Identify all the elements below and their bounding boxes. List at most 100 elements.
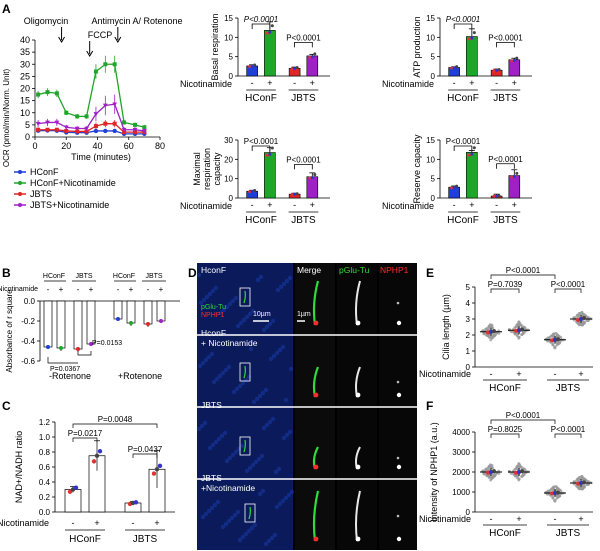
nucleus-blob (264, 422, 270, 428)
nucleus-blob (249, 525, 255, 531)
replicate-point (157, 463, 163, 469)
replicate-point (495, 68, 499, 72)
cell-point (516, 322, 519, 326)
nucleus-blob (256, 456, 262, 462)
nucleus-blob (263, 387, 269, 393)
replicate-point (452, 186, 456, 190)
treatment-sign: + (512, 200, 517, 210)
data-point (36, 92, 41, 97)
nicotinamide-label: Nicotinamide (419, 369, 471, 379)
cell-point (490, 477, 494, 481)
data-point (45, 90, 50, 95)
cell-point (514, 467, 518, 471)
nucleus-blob (237, 537, 243, 543)
group-label-hconf: HConF (69, 534, 101, 545)
nucleus-blob (286, 492, 292, 498)
panel-letter-F: F (426, 399, 433, 413)
replicate-mean (520, 469, 524, 474)
treatment-sign: + (267, 200, 272, 210)
data-point (112, 128, 117, 134)
cell-point (497, 331, 501, 335)
bar (56, 300, 66, 349)
sig-bracket (251, 23, 271, 29)
nucleus-blob (273, 469, 279, 475)
sig-label: P<0.0001 (506, 411, 541, 420)
replicate-point (270, 146, 274, 150)
nucleus-blob (267, 321, 273, 327)
data-point (112, 102, 118, 107)
sig-bracket (294, 41, 313, 48)
row-label-hconf: HconF (201, 265, 227, 275)
nucleus-blob (235, 509, 241, 515)
annotation-fccp: FCCP (88, 30, 113, 40)
replicate-point (91, 459, 97, 464)
nucleus-blob (211, 379, 217, 385)
treatment-sign: + (59, 285, 64, 294)
nucleus-blob (271, 353, 277, 359)
data-point (59, 346, 63, 350)
replicate-point (293, 192, 297, 196)
cell-point (583, 478, 586, 481)
legend-marker (18, 203, 22, 207)
pglu-base (355, 464, 361, 470)
data-point (103, 121, 108, 126)
y-tick-label: 0.0 (39, 508, 51, 517)
replicate-point (154, 467, 160, 472)
data-point (74, 126, 80, 131)
sig-bracket (251, 145, 271, 151)
cell-point (517, 320, 521, 324)
replicate-point (510, 175, 514, 179)
treatment-sign: - (490, 369, 493, 379)
legend-label: JBTS+Nicotinamide (30, 200, 109, 210)
nucleus-blob (227, 455, 233, 461)
sig-label: P<0.0001 (286, 155, 321, 164)
replicate-point (295, 192, 299, 196)
panel-letter-A: A (2, 2, 11, 16)
rotenone-group-label: -Rotenone (49, 371, 91, 381)
nucleus-blob (233, 295, 239, 301)
nucleus-blob (261, 327, 267, 333)
legend-label: HConF (30, 167, 59, 177)
y-tick-label: 0.2 (39, 493, 51, 502)
nucleus-blob (217, 373, 223, 379)
data-point (64, 110, 69, 115)
nucleus-blob (247, 465, 253, 471)
nucleus-blob (247, 311, 253, 317)
data-point (133, 122, 137, 127)
replicate-point (497, 68, 501, 72)
y-tick-label: 10 (224, 175, 233, 184)
treatment-sign: - (251, 78, 254, 88)
nucleus-blob (196, 272, 202, 278)
sig-label: P=0.0048 (98, 415, 133, 424)
nucleus-blob (206, 354, 212, 360)
data-point (112, 121, 117, 126)
treatment-sign: - (453, 78, 456, 88)
nucleus-blob (270, 416, 276, 422)
replicate-point (467, 153, 471, 157)
nucleus-blob (223, 367, 229, 373)
nphp1-dot (396, 456, 400, 460)
nucleus-blob (281, 435, 287, 441)
cell-point (577, 486, 580, 490)
nphp1-dot (396, 514, 400, 518)
y-tick-label: 5 (466, 283, 471, 292)
nphp1-dot (396, 464, 402, 470)
replicate-point (472, 146, 476, 150)
bar-HConF + (466, 152, 478, 199)
nicotinamide-label: Nicotinamide (180, 201, 232, 211)
nucleus-blob (281, 281, 287, 287)
replicate-mean (489, 470, 493, 474)
sig-label: P<0.0001 (244, 15, 278, 24)
nucleus-blob (203, 511, 209, 517)
replicate-point (250, 64, 254, 68)
nucleus-blob (237, 383, 243, 389)
nucleus-blob (198, 300, 204, 306)
cell-point (509, 330, 513, 334)
nucleus-blob (224, 458, 230, 464)
bar-chart-A-basal: 0 5 10 15 Basal respiration P<0.0001 P<0.0001 N… (180, 13, 330, 104)
nucleus-blob (238, 320, 244, 326)
data-point (54, 91, 59, 96)
bar (143, 300, 153, 325)
y-tick-label: 2000 (452, 468, 470, 477)
pglu-base (355, 392, 361, 398)
